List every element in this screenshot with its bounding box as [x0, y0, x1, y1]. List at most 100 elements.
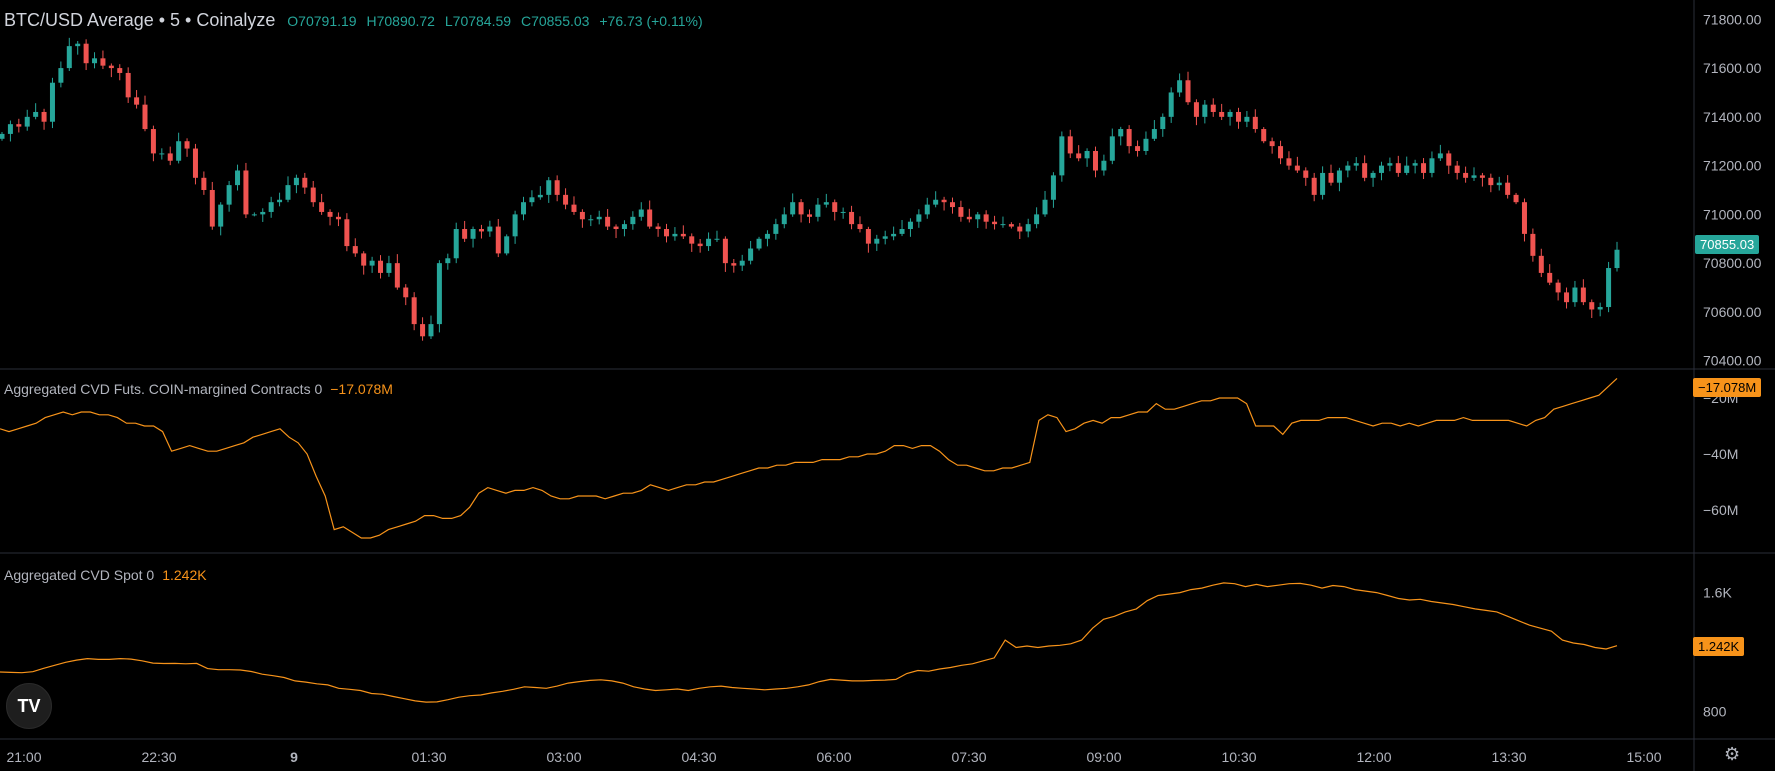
candle-body	[1513, 194, 1519, 203]
tradingview-logo-text: TV	[17, 695, 41, 716]
time-tick-label: 10:30	[1221, 749, 1256, 765]
spot-tick-label: 1.6K	[1703, 585, 1732, 601]
candle-body	[1067, 136, 1073, 154]
candle-body	[302, 177, 308, 188]
candle-body	[1126, 129, 1132, 147]
candle-body	[125, 72, 131, 98]
close-value: C70855.03	[520, 13, 590, 29]
time-tick-label: 13:30	[1491, 749, 1526, 765]
symbol-title[interactable]: BTC/USD Average • 5 • Coinalyze	[4, 10, 276, 30]
candle-body	[764, 233, 770, 239]
candle-body	[478, 229, 484, 232]
price-tick-label: 71800.00	[1703, 11, 1762, 27]
candle-body	[58, 68, 64, 83]
candle-body	[916, 214, 922, 222]
candle-body	[1538, 255, 1544, 273]
candle-body	[1471, 175, 1477, 178]
price-tick-label: 70800.00	[1703, 255, 1762, 271]
candle-body	[874, 238, 880, 244]
futs-cvd-line	[0, 377, 1618, 539]
candle-body	[1135, 146, 1141, 151]
candle-body	[1000, 224, 1006, 226]
candle-body	[1252, 116, 1258, 130]
spot-last-value-tag: 1.242K	[1693, 637, 1745, 656]
candle-body	[1168, 92, 1174, 117]
candle-body	[773, 224, 779, 234]
candle-body	[1059, 136, 1065, 176]
candle-body	[117, 68, 123, 73]
candle-body	[1160, 116, 1166, 130]
candle-body	[386, 263, 392, 273]
candle-body	[992, 221, 998, 225]
settings-gear-icon[interactable]: ⚙	[1724, 744, 1741, 764]
candle-body	[1261, 129, 1267, 142]
candle-body	[0, 133, 5, 139]
candle-body	[1025, 224, 1031, 232]
candle-body	[1034, 214, 1040, 225]
candle-body	[672, 233, 678, 237]
candle-body	[235, 170, 241, 186]
candle-body	[849, 211, 855, 225]
candle-body	[226, 185, 232, 205]
futs-tick-label: −60M	[1703, 502, 1738, 518]
tradingview-logo[interactable]: TV	[6, 683, 52, 729]
candle-body	[83, 43, 89, 64]
candle-body	[1412, 163, 1418, 166]
candle-body	[798, 202, 804, 215]
candle-body	[1294, 165, 1300, 171]
price-tick-label: 70600.00	[1703, 304, 1762, 320]
time-tick-label: 03:00	[546, 749, 581, 765]
candle-body	[1589, 302, 1595, 310]
time-tick-label: 15:00	[1626, 749, 1661, 765]
candle-body	[1446, 153, 1452, 166]
spot-pane-value: 1.242K	[162, 567, 207, 583]
candle-body	[1547, 272, 1553, 283]
candle-body	[218, 204, 224, 227]
candle-body	[1076, 153, 1082, 159]
candle-body	[966, 216, 972, 220]
candle-body	[403, 287, 409, 298]
candle-body	[1521, 202, 1527, 234]
time-tick-label: 09:00	[1086, 749, 1121, 765]
candle-body	[588, 219, 594, 221]
candle-body	[41, 111, 47, 122]
candle-body	[1008, 224, 1014, 227]
candle-body	[176, 141, 182, 161]
candle-body	[1278, 146, 1284, 159]
candle-body	[1421, 163, 1427, 173]
futs-last-value-tag: −17.078M	[1693, 378, 1762, 397]
candle-body	[1496, 182, 1502, 186]
candle-body	[1345, 165, 1351, 171]
candle-body	[563, 194, 569, 205]
candle-body	[16, 124, 22, 127]
price-tick-label: 71000.00	[1703, 206, 1762, 222]
candle-body	[7, 124, 13, 134]
candle-body	[142, 104, 148, 130]
candle-body	[512, 214, 518, 237]
futs-pane-legend[interactable]: Aggregated CVD Futs. COIN-margined Contr…	[4, 381, 393, 397]
candle-body	[1564, 292, 1570, 303]
candle-body	[1286, 158, 1292, 166]
spot-pane-legend[interactable]: Aggregated CVD Spot 0 1.242K	[4, 567, 207, 583]
candle-body	[546, 180, 552, 195]
candle-body	[1395, 163, 1401, 173]
candle-body	[756, 238, 762, 249]
candle-body	[882, 236, 888, 239]
candle-body	[680, 233, 686, 237]
open-value: O70791.19	[287, 13, 357, 29]
futs-tick-label: −40M	[1703, 446, 1738, 462]
candle-body	[722, 238, 728, 264]
candle-body	[1193, 102, 1199, 117]
candle-body	[1143, 138, 1149, 151]
last-price-tag: 70855.03	[1695, 235, 1760, 254]
candle-body	[1210, 104, 1216, 112]
candle-body	[621, 224, 627, 230]
candle-body	[1320, 172, 1326, 195]
candle-body	[907, 221, 913, 230]
candle-body	[1429, 158, 1435, 173]
candle-body	[1437, 153, 1443, 159]
candle-body	[664, 229, 670, 237]
candle-body	[209, 190, 215, 227]
candle-body	[453, 229, 459, 259]
